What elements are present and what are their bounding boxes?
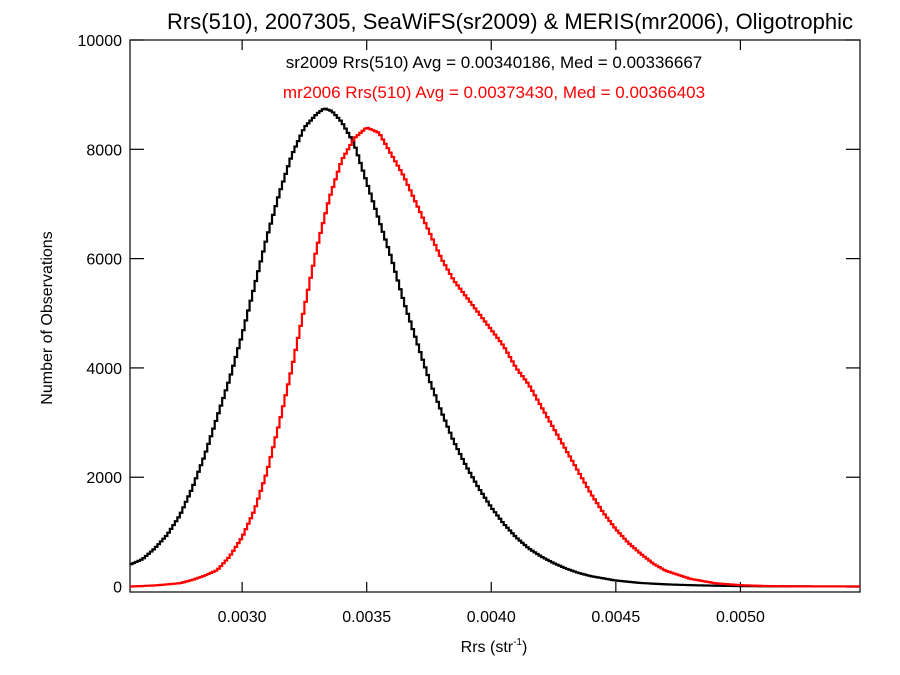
y-tick-label: 0 — [113, 580, 122, 597]
chart-title: Rrs(510), 2007305, SeaWiFS(sr2009) & MER… — [167, 9, 853, 34]
x-tick-label: 0.0040 — [467, 609, 516, 626]
y-tick-label: 2000 — [86, 470, 122, 487]
plot-area — [129, 39, 861, 593]
series-line-mr2006 — [130, 126, 860, 588]
legend: sr2009 Rrs(510) Avg = 0.00340186, Med = … — [283, 53, 705, 102]
plot-frame — [129, 39, 861, 593]
x-tick-label: 0.0045 — [591, 609, 640, 626]
x-tick-label: 0.0030 — [218, 609, 267, 626]
x-tick-label: 0.0035 — [342, 609, 391, 626]
x-tick-label: 0.0050 — [716, 609, 765, 626]
legend-entry-sr2009: sr2009 Rrs(510) Avg = 0.00340186, Med = … — [286, 53, 703, 72]
y-tick-label: 10000 — [78, 33, 123, 50]
series-line-sr2009 — [130, 107, 860, 588]
x-axis-label: Rrs (str-1) — [461, 637, 528, 656]
x-axis: 0.0030 0.0035 0.0040 0.0045 0.0050 — [218, 40, 765, 626]
y-axis: 0 2000 4000 6000 8000 10000 — [78, 33, 860, 597]
series-layer — [130, 107, 860, 588]
y-tick-label: 6000 — [86, 252, 122, 269]
y-tick-label: 8000 — [86, 142, 122, 159]
y-tick-label: 4000 — [86, 361, 122, 378]
legend-entry-mr2006: mr2006 Rrs(510) Avg = 0.00373430, Med = … — [283, 83, 705, 102]
y-axis-label: Number of Observations — [39, 231, 56, 404]
